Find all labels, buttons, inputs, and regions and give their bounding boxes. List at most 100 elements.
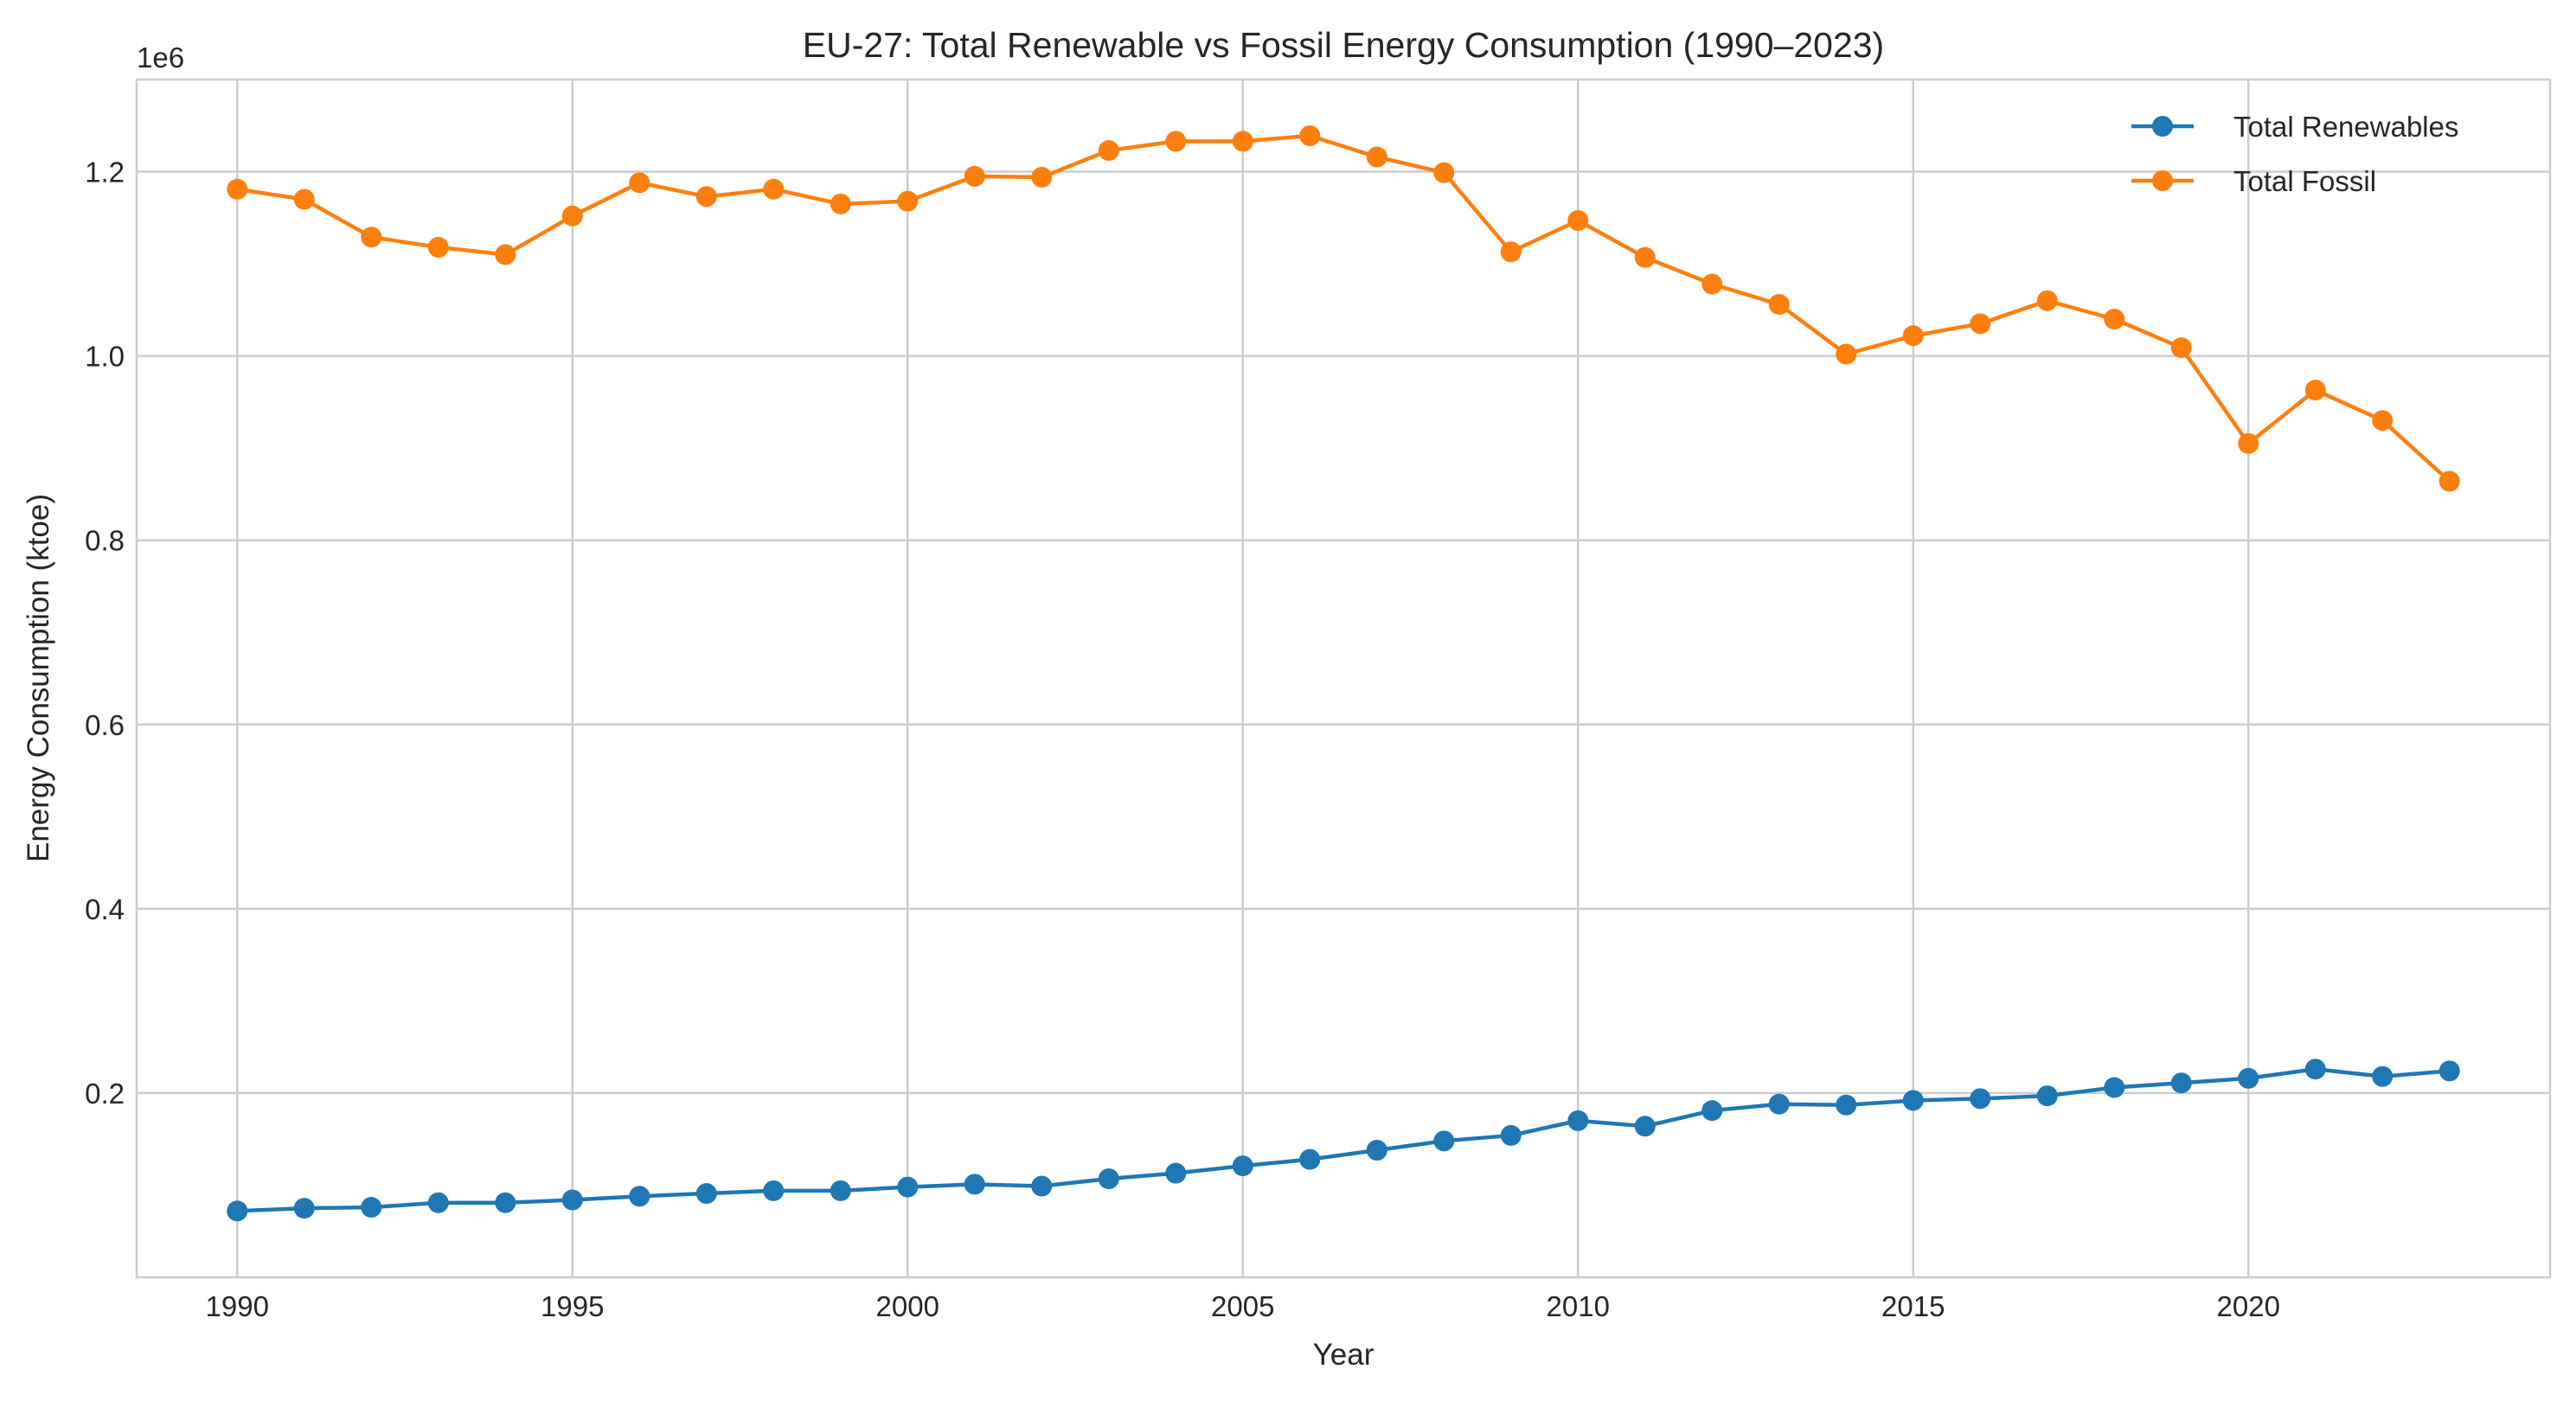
legend-item: Total Fossil [2131, 165, 2376, 197]
legend: Total Renewables Total Fossil [2131, 111, 2459, 197]
y-tick-label: 0.2 [85, 1078, 125, 1110]
data-point [1232, 1155, 1253, 1177]
data-point [830, 193, 851, 214]
legend-swatch-marker [2152, 116, 2173, 137]
data-point [1299, 125, 1321, 146]
data-point [695, 186, 717, 208]
chart-title: EU-27: Total Renewable vs Fossil Energy … [803, 25, 1884, 65]
grid-lines [137, 80, 2550, 1277]
data-point [2238, 432, 2259, 454]
series-line [236, 133, 2451, 483]
data-point [2170, 337, 2192, 359]
y-tick-label: 1.0 [85, 341, 125, 373]
data-point [495, 1192, 516, 1213]
legend-label: Total Renewables [2233, 111, 2459, 143]
data-point [361, 227, 382, 248]
y-tick-label: 1.2 [85, 157, 125, 189]
data-point [2036, 290, 2058, 311]
data-point [1098, 1168, 1119, 1190]
data-point [1031, 166, 1053, 188]
data-point [1768, 293, 1790, 315]
data-point [2104, 1077, 2125, 1098]
x-tick-label: 1995 [541, 1290, 604, 1322]
y-tick-label: 0.8 [85, 525, 125, 557]
data-point [1836, 1094, 1857, 1116]
legend-swatch-marker [2152, 170, 2173, 191]
data-point [361, 1197, 382, 1219]
data-point [1567, 210, 1589, 232]
data-point [1433, 162, 1455, 183]
data-point [964, 1174, 985, 1195]
x-axis-label: Year [1313, 1338, 1375, 1372]
data-point [495, 244, 516, 265]
plot-area-frame [135, 78, 2552, 1279]
data-point [763, 1180, 785, 1201]
data-point [2372, 410, 2393, 432]
x-tick-label: 1990 [206, 1290, 269, 1322]
y-tick-label: 0.6 [85, 709, 125, 741]
data-point [1366, 1139, 1387, 1161]
data-point [2438, 1060, 2460, 1082]
data-point [293, 1198, 315, 1219]
data-point [1836, 343, 1857, 365]
data-point [1165, 1162, 1187, 1184]
data-point [1768, 1093, 1790, 1115]
data-point [1232, 131, 1253, 152]
data-point [1567, 1110, 1589, 1131]
y-axis-label: Energy Consumption (ktoe) [22, 494, 55, 862]
x-tick-label: 2020 [2217, 1290, 2280, 1322]
tick-labels: 1990 1995 2000 2005 2010 2015 2020 0.2 0.4 0.6 0.8… [85, 157, 2280, 1322]
data-point [1701, 1100, 1723, 1122]
data-point [1165, 131, 1187, 152]
data-point [293, 189, 315, 210]
data-point [2036, 1085, 2058, 1107]
data-point [1902, 1090, 1924, 1111]
data-point [897, 190, 919, 212]
data-point [1031, 1175, 1053, 1197]
x-tick-label: 2000 [876, 1290, 939, 1322]
series-lines [227, 125, 2460, 1222]
data-point [629, 172, 650, 194]
data-point [1701, 273, 1723, 295]
data-point [1970, 1088, 1991, 1110]
x-tick-label: 2015 [1881, 1290, 1945, 1322]
legend-item: Total Renewables [2131, 111, 2459, 143]
data-point [2238, 1067, 2259, 1089]
data-point [227, 1200, 248, 1222]
data-point [1500, 241, 1522, 263]
data-point [897, 1176, 919, 1198]
data-point [1366, 146, 1387, 168]
series-renewables [227, 1059, 2460, 1222]
data-point [763, 178, 785, 200]
data-point [830, 1180, 851, 1201]
data-point [427, 1192, 449, 1213]
data-point [964, 165, 985, 187]
data-point [427, 236, 449, 258]
x-tick-label: 2010 [1547, 1290, 1610, 1322]
data-point [1433, 1130, 1455, 1152]
data-point [1970, 313, 1991, 335]
x-tick-label: 2005 [1211, 1290, 1274, 1322]
data-point [1902, 325, 1924, 347]
data-point [2170, 1072, 2192, 1094]
legend-label: Total Fossil [2233, 165, 2376, 197]
y-tick-label: 0.4 [85, 893, 125, 925]
data-point [2104, 309, 2125, 329]
data-point [1500, 1124, 1522, 1146]
data-point [1098, 140, 1119, 162]
data-point [1299, 1148, 1321, 1170]
data-point [629, 1186, 650, 1207]
data-point [561, 205, 583, 227]
data-point [2372, 1065, 2393, 1087]
data-point [2438, 470, 2460, 492]
y-offset-label: 1e6 [137, 42, 184, 74]
data-point [2304, 380, 2326, 401]
series-line [237, 1066, 2450, 1213]
data-point [2304, 1059, 2326, 1080]
data-point [1634, 246, 1656, 268]
data-point [695, 1183, 717, 1205]
data-point [227, 178, 248, 200]
data-point [1634, 1116, 1656, 1137]
